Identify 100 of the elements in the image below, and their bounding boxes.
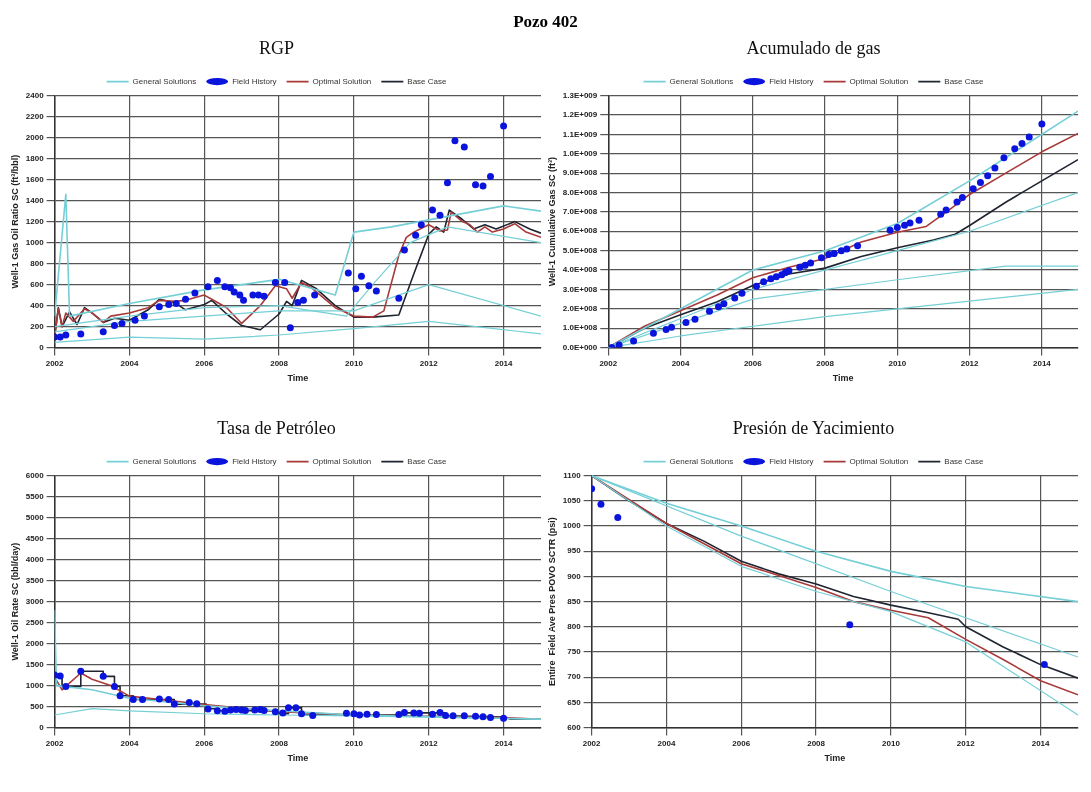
y-tick-label: 1000: [25, 680, 45, 690]
y-tick-label: 1050: [562, 496, 582, 505]
x-tick-label: 2008: [816, 358, 835, 368]
x-tick-label: 2006: [195, 358, 214, 368]
y-tick-label: 2.0E+008: [562, 304, 598, 314]
legend-label: Optimal Solution: [849, 76, 909, 86]
x-tick-label: 2008: [270, 358, 289, 368]
x-tick-label: 2010: [882, 738, 901, 748]
y-tick-label: 6000: [25, 470, 45, 480]
y-tick-label: 800: [30, 258, 45, 268]
x-axis-title: Time: [287, 373, 309, 384]
legend-label: Base Case: [407, 456, 447, 466]
y-tick-label: 750: [567, 647, 582, 657]
y-tick-label: 2200: [25, 111, 45, 121]
y-tick-label: 700: [567, 672, 582, 682]
y-tick-label: 1.3E+009: [562, 90, 598, 100]
y-tick-label: 3.0E+008: [562, 284, 598, 294]
x-tick-label: 2004: [671, 358, 690, 368]
x-tick-label: 2004: [120, 738, 139, 748]
y-tick-label: 1200: [25, 216, 45, 226]
x-tick-label: 2004: [657, 738, 676, 748]
y-tick-label: 1.0E+009: [562, 148, 598, 158]
y-tick-label: 5.0E+008: [562, 245, 598, 255]
x-tick-label: 2012: [956, 738, 976, 748]
y-tick-label: 3000: [25, 596, 45, 606]
y-tick-label: 1500: [25, 659, 45, 669]
x-tick-label: 2012: [960, 358, 980, 368]
x-tick-label: 2002: [599, 358, 618, 368]
y-tick-label: 5500: [25, 491, 45, 501]
y-tick-label: 2000: [25, 638, 45, 648]
y-axis-title: Entire Field Ave Pres POVO SCTR (psi): [546, 517, 557, 687]
chart-title: Presión de Yacimiento: [732, 417, 895, 438]
y-tick-label: 2500: [25, 617, 45, 627]
y-tick-label: 200: [30, 321, 45, 331]
x-tick-label: 2008: [270, 738, 289, 748]
x-tick-label: 2014: [494, 358, 514, 368]
legend-label: Field History: [769, 456, 814, 466]
y-tick-label: 1.1E+009: [562, 129, 598, 139]
legend-label: Field History: [232, 76, 277, 86]
y-tick-label: 1.0E+008: [562, 323, 598, 333]
y-axis-title: Well-1 Cumulative Gas SC (ft³): [546, 156, 557, 287]
legend-label: General Solutions: [669, 456, 734, 466]
legend-label: Base Case: [944, 456, 984, 466]
y-tick-label: 2400: [25, 90, 45, 100]
legend-label: General Solutions: [132, 456, 197, 466]
x-tick-label: 2002: [582, 738, 602, 748]
y-tick-label: 600: [30, 279, 45, 289]
y-tick-label: 3500: [25, 575, 45, 585]
x-tick-label: 2008: [807, 738, 826, 748]
legend-label: General Solutions: [132, 76, 197, 86]
y-tick-label: 850: [567, 596, 582, 606]
x-tick-label: 2006: [743, 358, 763, 368]
y-tick-label: 5000: [25, 512, 45, 522]
y-tick-label: 1100: [563, 470, 582, 480]
x-tick-label: 2014: [1032, 358, 1052, 368]
x-tick-label: 2010: [888, 358, 907, 368]
x-tick-label: 2014: [494, 738, 514, 748]
y-tick-label: 8.0E+008: [562, 187, 598, 197]
x-axis-title: Time: [287, 753, 309, 764]
y-tick-label: 4.0E+008: [562, 265, 598, 275]
y-tick-label: 950: [567, 546, 582, 556]
y-tick-label: 1400: [25, 195, 45, 205]
x-tick-label: 2006: [195, 738, 214, 748]
chart-title: Tasa de Petróleo: [217, 417, 336, 438]
legend-label: Field History: [769, 76, 814, 86]
y-tick-label: 0.0E+000: [562, 342, 598, 352]
legend-label: Field History: [232, 456, 277, 466]
x-tick-label: 2010: [345, 738, 364, 748]
legend-label: General Solutions: [669, 76, 734, 86]
x-axis-title: Time: [832, 373, 854, 384]
legend-label: Base Case: [944, 76, 984, 86]
x-tick-label: 2014: [1031, 738, 1051, 748]
y-tick-label: 4000: [25, 554, 45, 564]
y-tick-label: 800: [567, 622, 582, 631]
y-tick-label: 500: [30, 701, 45, 711]
y-tick-label: 900: [567, 571, 582, 581]
x-tick-label: 2006: [732, 738, 751, 748]
legend-label: Base Case: [407, 76, 447, 86]
y-tick-label: 0: [39, 722, 45, 732]
y-axis-title: Well-1 Oil Rate SC (bbl/day): [9, 542, 20, 661]
y-axis-title: Well-1 Gas Oil Ratio SC (ft³/bbl): [9, 154, 20, 289]
legend-label: Optimal Solution: [849, 456, 909, 466]
legend-label: Optimal Solution: [312, 456, 372, 466]
y-tick-label: 400: [30, 300, 45, 310]
chart-title: RGP: [258, 37, 295, 58]
x-axis-title: Time: [824, 753, 846, 764]
x-tick-label: 2004: [120, 358, 139, 368]
y-tick-label: 1800: [25, 153, 45, 163]
x-tick-label: 2002: [45, 358, 65, 368]
y-tick-label: 650: [567, 697, 582, 707]
x-tick-label: 2012: [419, 738, 439, 748]
y-tick-label: 1.2E+009: [562, 110, 598, 120]
y-tick-label: 1600: [25, 174, 45, 184]
y-tick-label: 6.0E+008: [562, 226, 598, 236]
y-tick-label: 4500: [25, 533, 45, 543]
y-tick-label: 7.0E+008: [562, 207, 598, 217]
y-tick-label: 9.0E+008: [562, 168, 598, 178]
y-tick-label: 0: [39, 342, 45, 352]
x-tick-label: 2012: [419, 358, 439, 368]
y-tick-label: 1000: [562, 521, 582, 531]
